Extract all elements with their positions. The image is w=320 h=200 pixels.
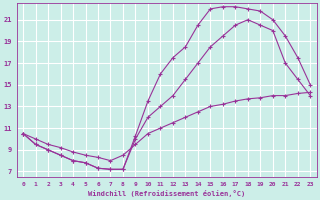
X-axis label: Windchill (Refroidissement éolien,°C): Windchill (Refroidissement éolien,°C) — [88, 190, 245, 197]
